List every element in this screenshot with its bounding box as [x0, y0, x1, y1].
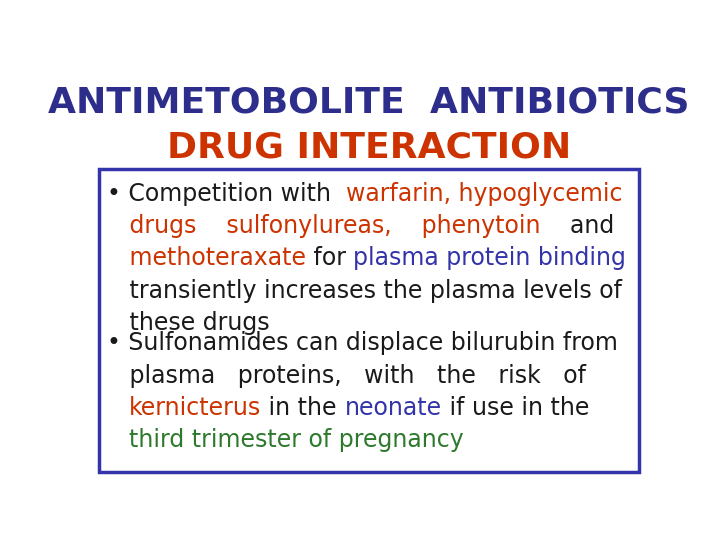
Text: drugs    sulfonylureas,    phenytoin: drugs sulfonylureas, phenytoin [107, 214, 540, 238]
Text: methoteraxate: methoteraxate [107, 246, 306, 271]
Text: these drugs: these drugs [107, 311, 269, 335]
FancyBboxPatch shape [99, 168, 639, 472]
Text: in the: in the [261, 396, 344, 420]
Text: for: for [306, 246, 354, 271]
Text: neonate: neonate [344, 396, 441, 420]
Text: • Sulfonamides can displace bilurubin from: • Sulfonamides can displace bilurubin fr… [107, 332, 618, 355]
Text: third trimester of pregnancy: third trimester of pregnancy [130, 428, 464, 453]
Text: transiently increases the plasma levels of: transiently increases the plasma levels … [107, 279, 622, 303]
Text: kernicterus: kernicterus [130, 396, 261, 420]
Text: DRUG INTERACTION: DRUG INTERACTION [167, 131, 571, 165]
Text: if use in the: if use in the [441, 396, 589, 420]
Text: warfarin, hypoglycemic: warfarin, hypoglycemic [346, 181, 622, 206]
Text: plasma protein binding: plasma protein binding [354, 246, 626, 271]
Text: and: and [540, 214, 614, 238]
Text: plasma   proteins,   with   the   risk   of: plasma proteins, with the risk of [107, 364, 586, 388]
Text: ANTIMETOBOLITE  ANTIBIOTICS: ANTIMETOBOLITE ANTIBIOTICS [48, 85, 690, 119]
Text: • Competition with: • Competition with [107, 181, 346, 206]
